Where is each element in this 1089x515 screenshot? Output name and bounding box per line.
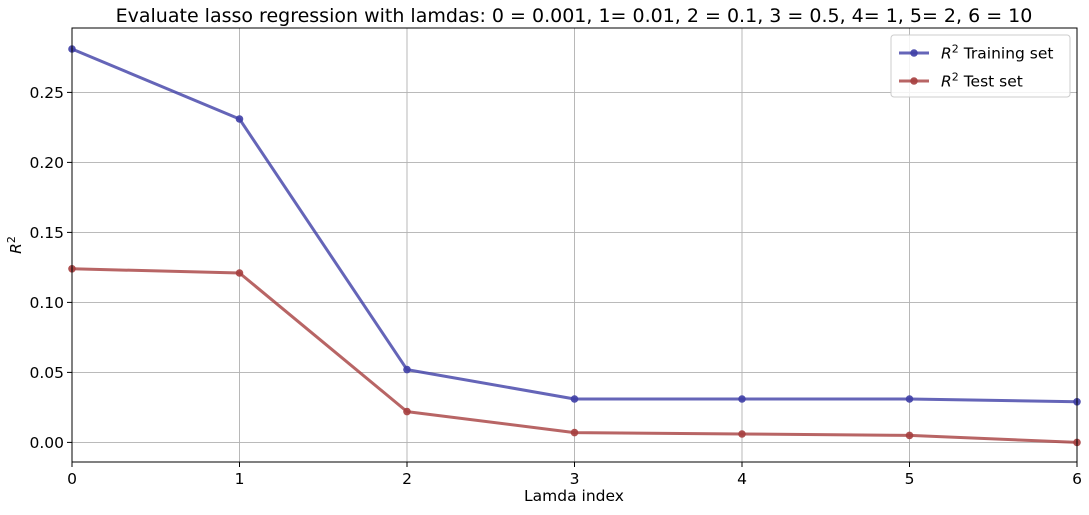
x-tick-label: 6 (1072, 470, 1082, 488)
legend-swatch-marker (910, 49, 918, 57)
data-point (905, 431, 914, 440)
y-tick-label: 0.20 (29, 154, 64, 172)
series-layer (68, 45, 1081, 447)
data-point (235, 115, 244, 123)
y-tick-label: 0.00 (29, 434, 64, 452)
data-point (403, 407, 411, 416)
x-tick-label: 0 (67, 470, 77, 488)
legend-label: R2 Test set (941, 71, 1023, 91)
chart-title: Evaluate lasso regression with lamdas: 0… (116, 5, 1033, 27)
x-axis-label: Lamda index (524, 487, 624, 505)
y-tick-label: 0.10 (29, 294, 64, 312)
data-point (738, 395, 746, 403)
legend-box (890, 34, 1071, 98)
y-axis-label-text: R2 (5, 236, 25, 254)
y-tick-label: 0.25 (29, 84, 64, 102)
x-tick-label: 1 (235, 470, 245, 488)
data-point (570, 395, 579, 403)
axis-ticks: 0 1 2 3 4 5 6 0.00 0.05 0.10 0.15 0.20 0.25 (29, 84, 1081, 488)
legend-swatch-marker (910, 77, 918, 85)
x-tick-label: 3 (570, 470, 580, 488)
data-point (570, 428, 579, 437)
legend-label: R2 Training set (941, 43, 1053, 63)
data-point (738, 430, 746, 438)
y-axis-label: R2 (5, 236, 25, 254)
y-tick-label: 0.15 (29, 224, 64, 242)
y-tick-label: 0.05 (29, 364, 64, 382)
data-point (403, 365, 411, 374)
data-point (235, 269, 244, 277)
data-point (905, 395, 914, 403)
x-tick-label: 5 (905, 470, 915, 488)
x-tick-label: 4 (737, 470, 747, 488)
x-tick-label: 2 (402, 470, 412, 488)
legend: R2 Training set R2 Test set (890, 34, 1071, 98)
